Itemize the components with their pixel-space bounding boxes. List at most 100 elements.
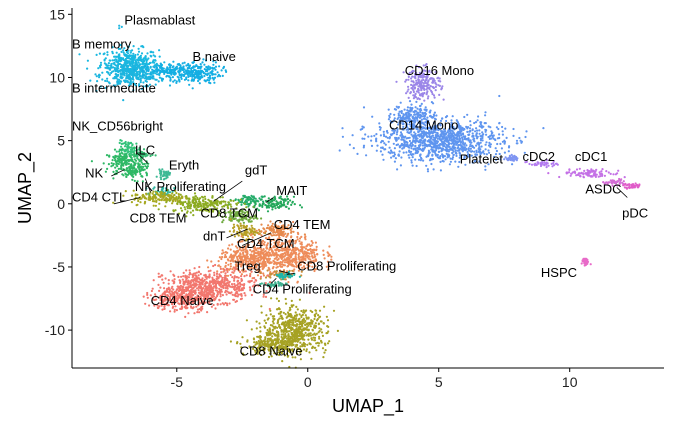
data-point: [291, 305, 294, 308]
data-point: [137, 70, 140, 73]
data-point: [214, 281, 217, 284]
data-point: [243, 211, 247, 214]
data-point: [275, 241, 278, 244]
data-point: [295, 265, 298, 269]
data-point: [223, 205, 226, 208]
data-point: [242, 252, 245, 255]
data-point: [282, 275, 285, 278]
data-point: [118, 62, 121, 65]
data-point: [301, 322, 305, 325]
data-point: [131, 173, 134, 176]
data-point: [160, 178, 163, 181]
data-point: [130, 146, 133, 149]
data-point: [252, 267, 255, 270]
data-point: [327, 264, 330, 267]
data-point: [155, 175, 158, 178]
data-point: [235, 261, 238, 264]
data-point: [288, 323, 291, 326]
data-point: [204, 70, 208, 73]
data-point: [126, 173, 129, 176]
data-point: [143, 162, 146, 166]
data-point: [145, 165, 149, 168]
data-point: [267, 224, 270, 227]
data-point: [114, 55, 117, 58]
data-point: [231, 243, 234, 246]
data-point: [287, 207, 290, 210]
data-point: [305, 316, 308, 319]
data-point: [247, 264, 250, 268]
data-point: [277, 274, 280, 278]
data-point: [119, 82, 122, 85]
data-point: [187, 79, 190, 82]
data-point: [204, 202, 207, 205]
data-point: [301, 260, 304, 263]
data-point: [106, 53, 109, 56]
data-point: [290, 224, 293, 227]
data-point: [302, 256, 305, 259]
data-point: [145, 174, 148, 177]
data-point: [197, 286, 201, 289]
data-point: [203, 72, 206, 75]
data-point: [237, 201, 240, 204]
data-point: [258, 253, 261, 256]
data-point: [110, 86, 113, 89]
data-point: [304, 259, 307, 262]
data-point: [255, 249, 258, 252]
data-point: [213, 81, 216, 84]
data-point: [237, 286, 240, 289]
data-point: [238, 227, 241, 230]
data-point: [289, 263, 292, 266]
data-point: [139, 54, 142, 57]
data-point: [255, 320, 258, 323]
data-point: [313, 346, 316, 349]
data-point: [162, 194, 166, 197]
data-point: [173, 280, 176, 283]
data-point: [203, 63, 206, 66]
data-point: [183, 206, 186, 209]
data-point: [144, 58, 147, 61]
data-point: [180, 209, 184, 212]
data-point: [303, 236, 307, 239]
data-point: [182, 275, 185, 278]
data-point: [162, 173, 165, 176]
data-point: [233, 225, 236, 229]
data-point: [190, 69, 193, 72]
data-point: [189, 281, 193, 284]
data-point: [273, 195, 276, 198]
data-point: [285, 302, 288, 305]
data-point: [275, 202, 278, 205]
data-point: [269, 228, 272, 231]
data-point: [239, 224, 242, 227]
data-point: [185, 288, 188, 291]
data-point: [165, 201, 168, 204]
data-point: [246, 252, 249, 255]
data-point: [238, 218, 241, 221]
data-point: [326, 342, 330, 345]
data-point: [206, 68, 209, 71]
data-point: [311, 310, 314, 314]
data-point: [324, 349, 327, 352]
data-point: [275, 270, 278, 273]
data-point: [228, 256, 231, 259]
data-point: [236, 249, 239, 252]
data-point: [254, 214, 257, 217]
data-point: [313, 317, 316, 321]
data-point: [118, 78, 121, 81]
data-point: [203, 74, 206, 78]
data-point: [210, 260, 213, 263]
data-point: [171, 200, 175, 203]
data-point: [234, 295, 238, 298]
data-point: [229, 265, 232, 268]
data-point: [237, 198, 240, 201]
data-point: [285, 261, 288, 264]
data-point: [318, 327, 321, 330]
data-point: [191, 78, 194, 81]
data-point: [184, 281, 187, 284]
data-point: [152, 190, 155, 193]
data-point: [159, 286, 162, 289]
data-point: [218, 201, 221, 204]
data-point: [140, 167, 144, 170]
data-point: [228, 284, 231, 287]
data-point: [273, 204, 277, 207]
data-point: [229, 340, 232, 343]
